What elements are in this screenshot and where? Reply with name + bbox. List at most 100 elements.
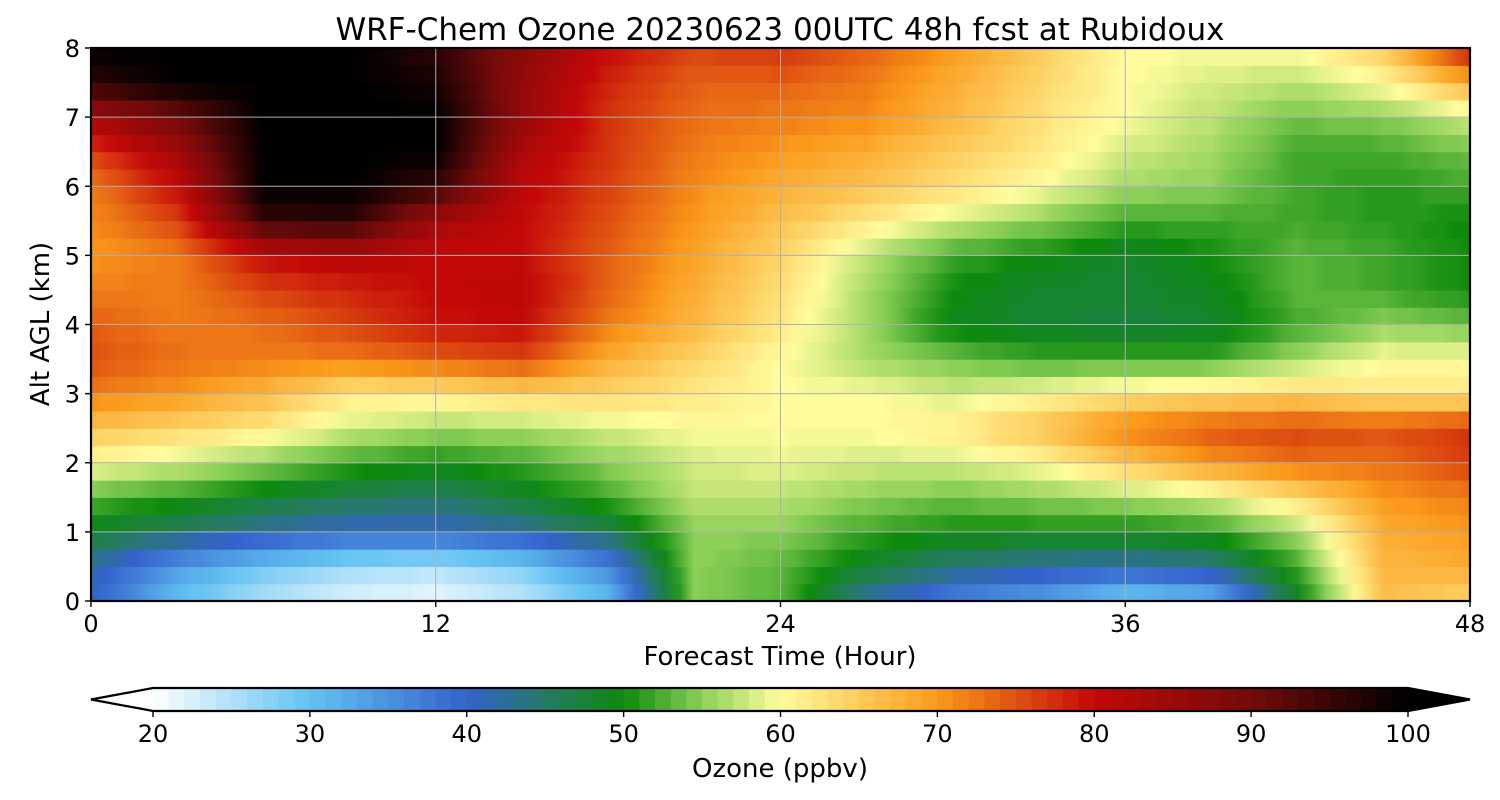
colorbar-bin	[670, 688, 687, 711]
gridlines	[91, 48, 1470, 601]
colorbar-tick-label: 80	[1079, 720, 1110, 748]
colorbar-tick-label: 30	[295, 720, 326, 748]
colorbar-bin	[1329, 688, 1346, 711]
colorbar-bin	[623, 688, 640, 711]
colorbar-bin	[953, 688, 970, 711]
colorbar-bin	[545, 688, 562, 711]
colorbar-extend-high	[1408, 688, 1470, 711]
colorbar-bin	[1376, 688, 1393, 711]
colorbar-bin	[1188, 688, 1205, 711]
colorbar-bin	[843, 688, 860, 711]
colorbar-bin	[655, 688, 672, 711]
colorbar-bin	[168, 688, 185, 711]
y-tick-label: 1	[65, 519, 80, 547]
colorbar-bin	[1345, 688, 1362, 711]
colorbar-bin	[592, 688, 609, 711]
colorbar-tick-label: 90	[1236, 720, 1267, 748]
colorbar-bin	[984, 688, 1001, 711]
colorbar-bin	[1219, 688, 1237, 711]
colorbar-ticks: 20 30 40 50 60 70 80 90 100	[138, 711, 1431, 748]
colorbar-bin	[1000, 688, 1017, 711]
colorbar-bin	[796, 688, 813, 711]
colorbar-bin	[717, 688, 735, 711]
colorbar-bin	[937, 688, 954, 711]
colorbar-bin	[858, 688, 876, 711]
y-tick-label: 8	[65, 35, 80, 63]
colorbar-tick-label: 20	[138, 720, 169, 748]
colorbar-bin	[247, 688, 264, 711]
x-axis-ticks: 0 12 24 36 48	[83, 601, 1485, 638]
colorbar-bin	[1266, 688, 1284, 711]
colorbar-tick-label: 60	[765, 720, 796, 748]
colorbar-bin	[356, 688, 374, 711]
y-tick-label: 2	[65, 450, 80, 478]
colorbar-bin	[294, 688, 311, 711]
colorbar-bin	[1062, 688, 1080, 711]
colorbar-bin	[906, 688, 923, 711]
colorbar-bin	[388, 688, 405, 711]
colorbar-bin	[749, 688, 766, 711]
colorbar-bin	[560, 688, 578, 711]
colorbar-bin	[607, 688, 625, 711]
colorbar-bin	[1141, 688, 1158, 711]
colorbar-bin	[1125, 688, 1142, 711]
colorbar-bin	[513, 688, 531, 711]
colorbar-bin	[200, 688, 217, 711]
colorbar-tick-label: 100	[1385, 720, 1431, 748]
colorbar	[90, 686, 1471, 713]
x-tick-label: 12	[420, 610, 451, 638]
x-tick-label: 36	[1110, 610, 1141, 638]
colorbar-bin	[231, 688, 248, 711]
colorbar-bin	[341, 688, 358, 711]
colorbar-bin	[451, 688, 468, 711]
colorbar-bin	[404, 688, 421, 711]
colorbar-bin	[1172, 688, 1189, 711]
y-tick-label: 5	[65, 242, 80, 270]
colorbar-bin	[780, 688, 797, 711]
colorbar-bin	[639, 688, 656, 711]
colorbar-tick-label: 50	[608, 720, 639, 748]
colorbar-bin	[309, 688, 327, 711]
colorbar-bin	[921, 688, 938, 711]
colorbar-extend-low	[91, 688, 153, 711]
colorbar-bin	[466, 688, 484, 711]
colorbar-bin	[278, 688, 295, 711]
colorbar-bin	[576, 688, 593, 711]
colorbar-bin	[325, 688, 342, 711]
chart-title: WRF-Chem Ozone 20230623 00UTC 48h fcst a…	[335, 12, 1224, 48]
x-axis-label: Forecast Time (Hour)	[643, 642, 916, 672]
colorbar-bin	[1204, 688, 1221, 711]
y-tick-label: 3	[65, 381, 80, 409]
y-axis-label: Alt AGL (km)	[26, 242, 56, 406]
colorbar-bin	[372, 688, 389, 711]
colorbar-bin	[1015, 688, 1033, 711]
colorbar-bin	[153, 688, 170, 711]
colorbar-bin	[827, 688, 844, 711]
colorbar-bin	[702, 688, 719, 711]
colorbar-bin	[1360, 688, 1378, 711]
colorbar-bin	[1251, 688, 1268, 711]
colorbar-bin	[1047, 688, 1064, 711]
colorbar-bin	[1157, 688, 1174, 711]
colorbar-bin	[262, 688, 280, 711]
colorbar-bin	[419, 688, 436, 711]
colorbar-bin	[811, 688, 829, 711]
colorbar-bin	[215, 688, 233, 711]
colorbar-bin	[184, 688, 201, 711]
colorbar-bin	[1235, 688, 1252, 711]
y-tick-label: 0	[65, 588, 80, 616]
colorbar-bin	[890, 688, 907, 711]
colorbar-bin	[874, 688, 891, 711]
y-tick-label: 7	[65, 104, 80, 132]
colorbar-label: Ozone (ppbv)	[692, 754, 868, 784]
x-tick-label: 24	[765, 610, 796, 638]
colorbar-bin	[1282, 688, 1299, 711]
colorbar-bin	[733, 688, 750, 711]
colorbar-bin	[686, 688, 703, 711]
colorbar-tick-label: 40	[451, 720, 482, 748]
colorbar-bin	[764, 688, 782, 711]
colorbar-bin	[1094, 688, 1111, 711]
y-axis-ticks: 0 1 2 3 4 5 6 7 8	[65, 35, 91, 616]
y-tick-label: 6	[65, 173, 80, 201]
